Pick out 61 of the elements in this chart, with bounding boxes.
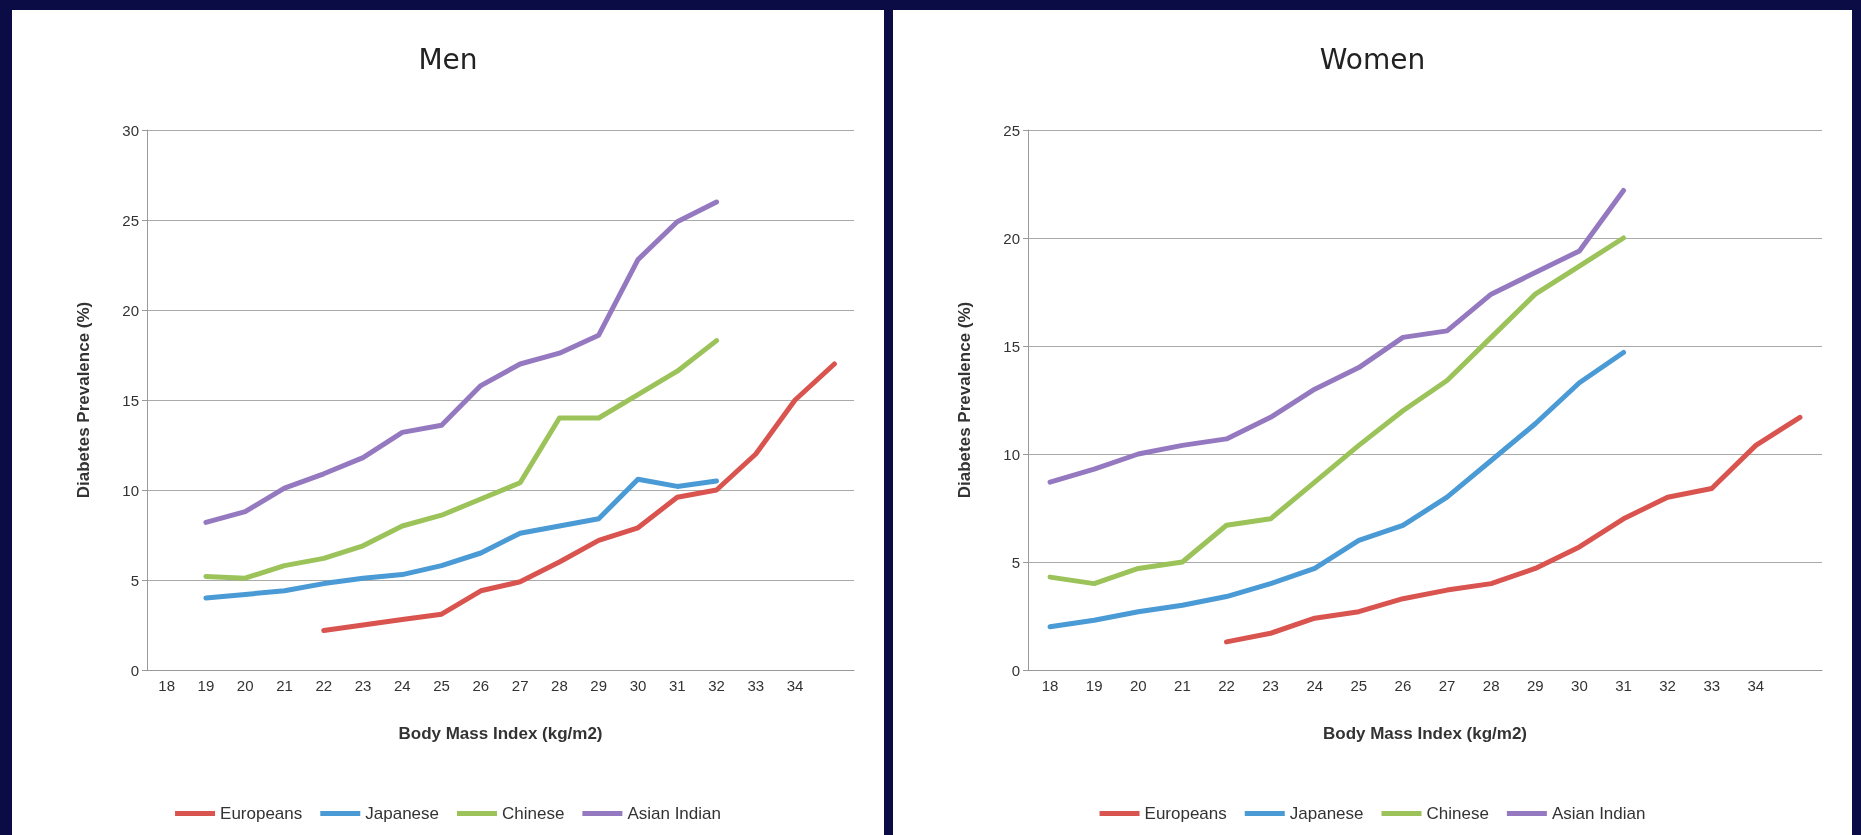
- x-tick-label: 25: [1350, 677, 1368, 694]
- x-tick-label: 33: [1703, 677, 1721, 694]
- legend-label: Europeans: [220, 804, 303, 823]
- y-tick-label: 0: [130, 661, 139, 679]
- y-tick-label: 0: [1011, 661, 1020, 679]
- x-tick-label: 20: [236, 677, 254, 694]
- x-tick-label: 28: [1482, 677, 1500, 694]
- x-tick-label: 26: [1394, 677, 1412, 694]
- x-tick-label: 27: [511, 677, 529, 694]
- y-tick-label: 25: [1003, 121, 1020, 139]
- x-tick-label: 31: [668, 677, 686, 694]
- x-axis-title: Body Mass Index (kg/m2): [398, 724, 603, 743]
- x-tick-label: 24: [393, 677, 411, 694]
- y-tick-label: 25: [122, 211, 139, 229]
- x-tick-label: 32: [708, 677, 725, 694]
- chart-title: Men: [418, 42, 478, 76]
- x-tick-label: 22: [1218, 677, 1235, 694]
- legend-label: Japanese: [365, 804, 440, 823]
- x-tick-label: 28: [551, 677, 568, 694]
- x-tick-label: 31: [1615, 677, 1632, 694]
- x-tick-label: 25: [433, 677, 450, 694]
- legend-label: Japanese: [1289, 804, 1364, 823]
- x-tick-label: 19: [197, 677, 215, 694]
- legend-label: Chinese: [1426, 804, 1489, 823]
- x-tick-label: 34: [786, 677, 804, 694]
- chart-title: Women: [1319, 42, 1426, 76]
- legend-label: Asian Indian: [1551, 804, 1646, 823]
- x-tick-label: 20: [1129, 677, 1147, 694]
- y-tick-label: 10: [1003, 445, 1020, 463]
- y-axis-title: Diabetes Prevalence (%): [955, 301, 974, 499]
- x-axis-title: Body Mass Index (kg/m2): [1322, 724, 1528, 743]
- y-tick-label: 5: [130, 571, 139, 589]
- y-axis-title: Diabetes Prevalence (%): [74, 301, 93, 499]
- y-tick-label: 15: [1003, 337, 1020, 355]
- x-tick-label: 18: [158, 677, 175, 694]
- x-tick-label: 21: [276, 677, 293, 694]
- x-tick-label: 21: [1174, 677, 1191, 694]
- x-tick-label: 29: [590, 677, 608, 694]
- x-tick-label: 34: [1747, 677, 1765, 694]
- x-tick-label: 19: [1085, 677, 1103, 694]
- x-tick-label: 23: [354, 677, 372, 694]
- x-tick-label: 18: [1041, 677, 1059, 694]
- y-tick-label: 15: [122, 391, 139, 409]
- x-tick-label: 30: [1571, 677, 1588, 694]
- x-tick-label: 22: [315, 677, 333, 694]
- x-tick-label: 27: [1438, 677, 1456, 694]
- legend-label: Europeans: [1144, 804, 1227, 823]
- x-tick-label: 23: [1262, 677, 1279, 694]
- y-tick-label: 20: [1003, 229, 1020, 247]
- y-tick-label: 5: [1011, 553, 1020, 571]
- x-tick-label: 29: [1526, 677, 1544, 694]
- legend-label: Chinese: [502, 804, 565, 823]
- legend-label: Asian Indian: [627, 804, 721, 823]
- y-tick-label: 10: [122, 481, 139, 499]
- y-tick-label: 30: [122, 121, 139, 139]
- x-tick-label: 33: [747, 677, 765, 694]
- x-tick-label: 24: [1306, 677, 1324, 694]
- y-tick-label: 20: [122, 301, 139, 319]
- x-tick-label: 32: [1659, 677, 1676, 694]
- x-tick-label: 26: [472, 677, 490, 694]
- x-tick-label: 30: [629, 677, 647, 694]
